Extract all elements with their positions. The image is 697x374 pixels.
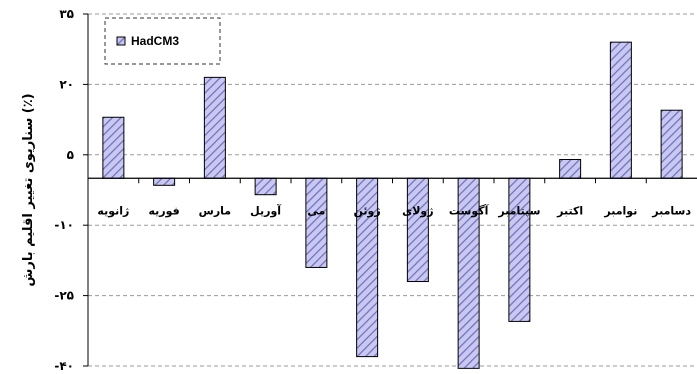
bar	[254, 177, 277, 196]
axes	[83, 13, 697, 367]
x-tick-label: سپتامبر	[497, 204, 540, 217]
x-tick-label: نوامبر	[603, 204, 637, 217]
legend-label: HadCM3	[131, 34, 179, 48]
bar	[406, 177, 429, 283]
y-tick-label: ۲۰	[59, 77, 74, 91]
x-tick-label: اکتبر	[556, 204, 583, 217]
bar	[660, 109, 683, 179]
legend-swatch	[116, 36, 126, 46]
bar	[508, 177, 531, 322]
category-labels: ژانویه فوریه مارس آوریل می ژوئن ژولای آگوست سپتا…	[97, 203, 691, 217]
x-tick-label: دسامبر	[651, 204, 691, 217]
x-tick-label: می	[307, 204, 325, 217]
legend: HadCM3	[104, 17, 221, 65]
y-tick-labels: ۳۵ ۲۰ ۵ -۱۰ -۲۵ -۴۰	[54, 7, 74, 373]
bar	[203, 76, 226, 179]
y-tick-label: -۱۰	[54, 218, 74, 232]
y-tick-label: -۲۵	[54, 289, 74, 303]
gridlines	[88, 13, 697, 367]
x-tick-label: ژانویه	[97, 204, 129, 217]
x-tick-label: ژولای	[402, 204, 433, 217]
bar	[559, 158, 582, 179]
x-tick-label: آوریل	[250, 203, 281, 217]
y-tick-label: ۵	[67, 148, 74, 162]
bar	[153, 177, 176, 186]
x-tick-label: آگوست	[449, 203, 489, 217]
x-tick-label: ژوئن	[354, 204, 381, 217]
bar	[102, 116, 125, 179]
bar	[609, 41, 632, 179]
y-axis-label: سناریوی تغییر اقلیم بارش (٪)	[21, 93, 36, 286]
x-tick-label: مارس	[199, 204, 231, 217]
bars	[102, 41, 683, 369]
bar	[305, 177, 328, 268]
x-tick-label: فوریه	[149, 204, 180, 217]
y-tick-label: -۴۰	[54, 359, 74, 373]
y-tick-label: ۳۵	[59, 7, 74, 21]
